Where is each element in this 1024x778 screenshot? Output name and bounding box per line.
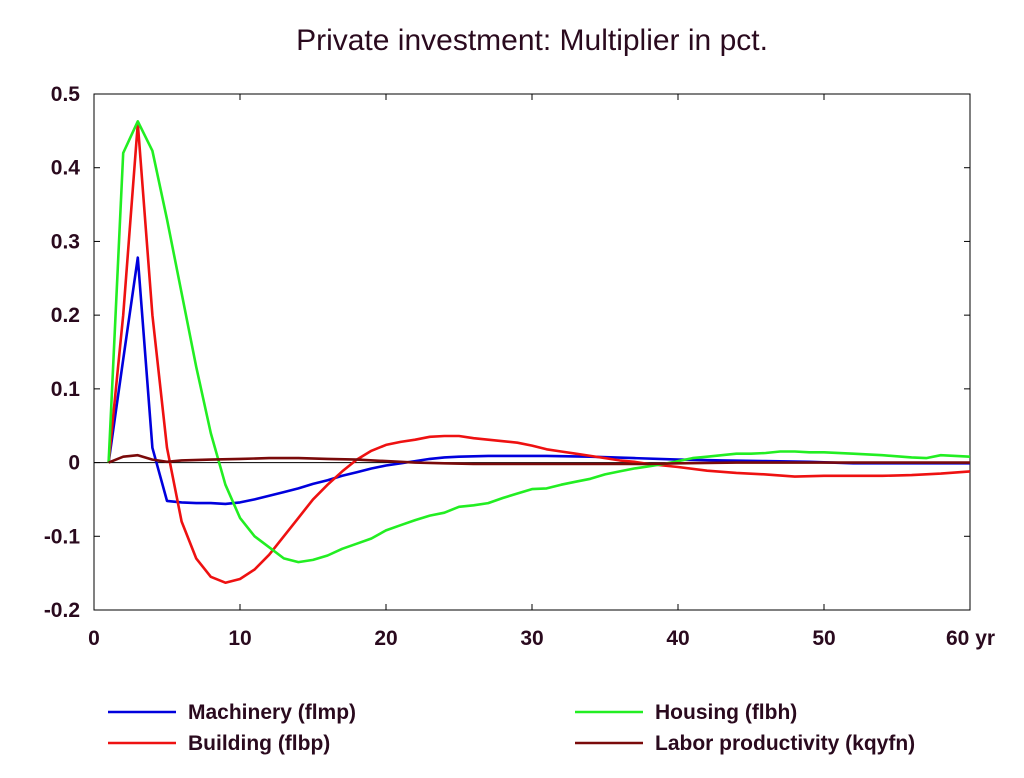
y-tick-label: 0.3 [51, 230, 80, 253]
y-tick-label: 0.5 [51, 83, 81, 106]
y-tick-label: -0.2 [44, 599, 80, 622]
x-tick-label: 50 [812, 627, 835, 650]
series-line-3 [107, 120, 971, 564]
y-tick-label: 0.1 [51, 378, 81, 401]
x-tick-label: 10 [228, 627, 251, 650]
x-tick-label: 0 [88, 627, 100, 650]
x-tick-label: 60 yr [946, 627, 995, 650]
plot-frame [93, 93, 971, 611]
y-tick-label: -0.1 [44, 525, 81, 548]
legend-label: Machinery (flmp) [188, 701, 356, 724]
y-tick-label: 0.2 [51, 304, 80, 327]
legend-label: Labor productivity (kqyfn) [655, 732, 915, 755]
x-tick-label: 40 [666, 627, 689, 650]
plot-area: 0.5 0.4 0.3 0.2 0.1 0 -0.1 -0.2 0 10 20 30 40 50 60 yr [44, 83, 995, 650]
x-tick-label: 20 [374, 627, 397, 650]
series-line-4 [108, 453, 970, 466]
series-line-2 [107, 122, 971, 584]
legend: Machinery (flmp) Building (flbp) Housing (… [108, 701, 915, 755]
y-tick-label: 0 [68, 452, 80, 475]
chart-title: Private investment: Multiplier in pct. [296, 24, 768, 57]
x-tick-label: 30 [520, 627, 543, 650]
series-line-1 [107, 256, 970, 506]
legend-label: Housing (flbh) [655, 701, 797, 724]
legend-label: Building (flbp) [188, 732, 330, 755]
y-tick-label: 0.4 [51, 157, 81, 180]
